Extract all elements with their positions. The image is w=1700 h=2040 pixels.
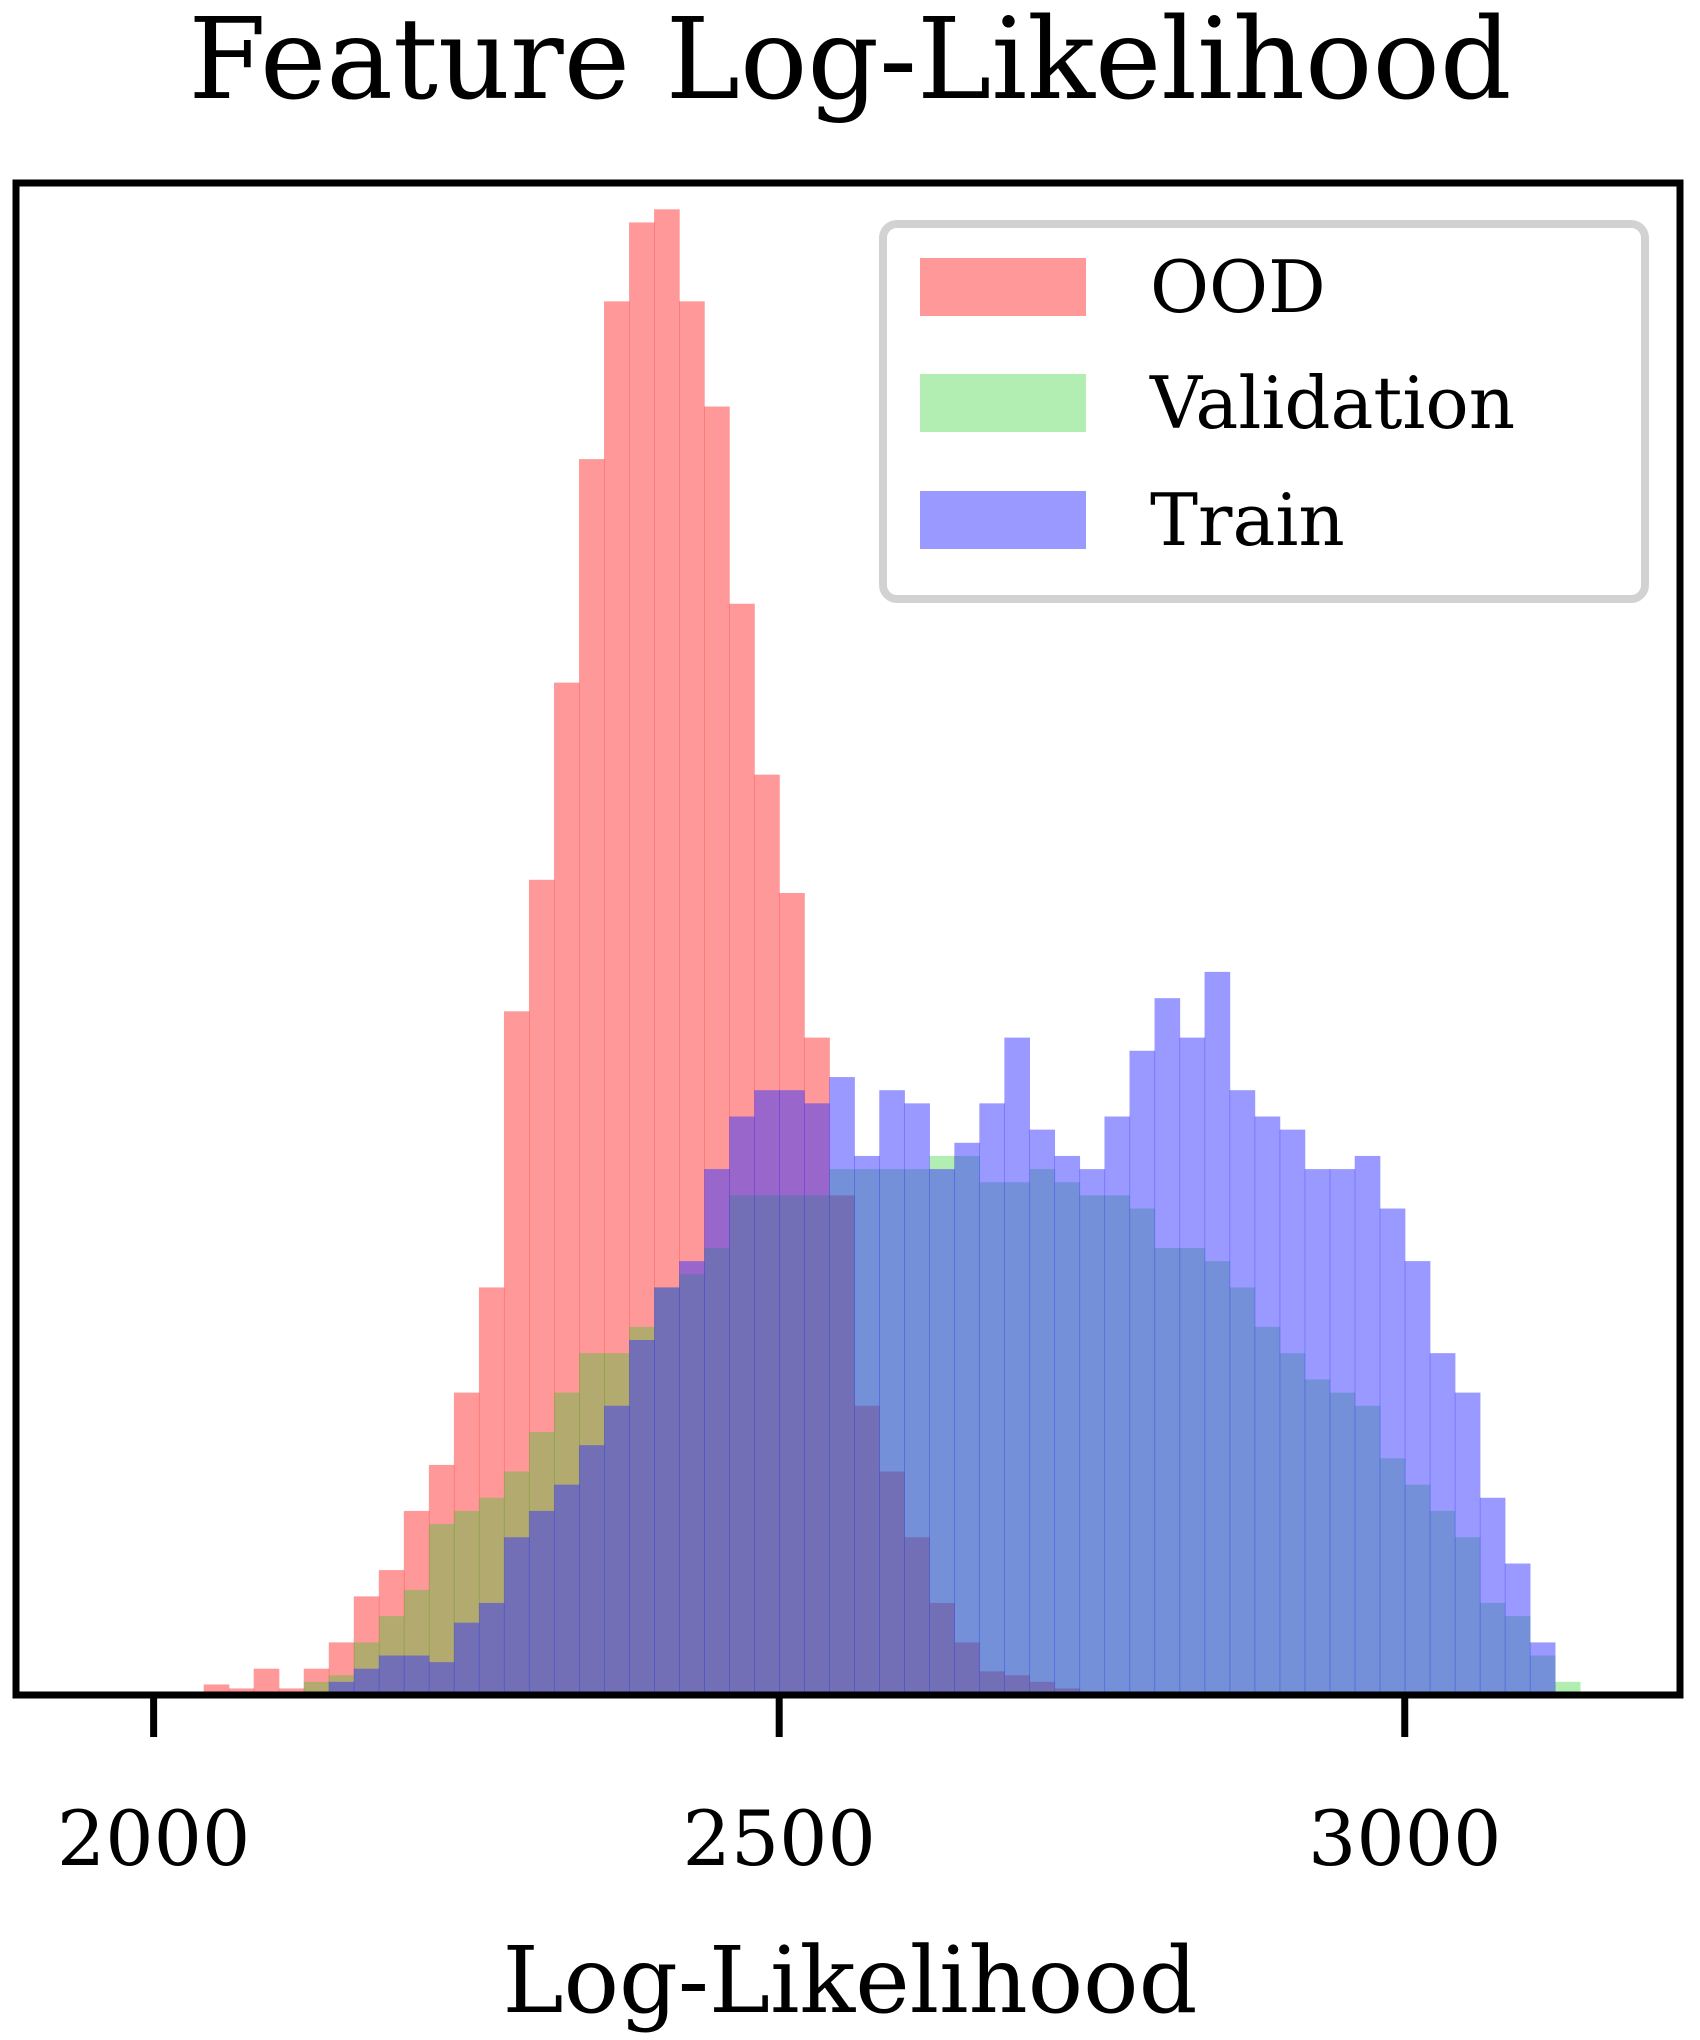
x-axis-label: Log-Likelihood: [503, 1927, 1198, 2034]
legend-swatch-train: [920, 491, 1086, 549]
bar-train: [629, 1340, 655, 1695]
legend-swatch-validation: [920, 374, 1086, 432]
bar-train: [1079, 1169, 1106, 1695]
bar-train: [403, 1655, 430, 1695]
bar-train: [1304, 1169, 1331, 1695]
x-tick-label: 3000: [1308, 1794, 1501, 1883]
plot-frame: [12, 179, 1684, 1699]
bar-ood: [203, 1684, 230, 1695]
bar-train: [1254, 1116, 1281, 1695]
bar-train: [353, 1668, 380, 1695]
bar-train: [604, 1405, 630, 1695]
bar-ood: [428, 1464, 455, 1695]
chart-title: Feature Log-Likelihood: [188, 0, 1511, 125]
bar-train: [804, 1103, 830, 1695]
bar-train: [1404, 1261, 1431, 1695]
bar-train: [503, 1537, 530, 1695]
bar-train: [1229, 1090, 1256, 1695]
bar-train: [1054, 1155, 1081, 1695]
legend-swatch-ood: [920, 258, 1086, 316]
bar-train: [854, 1155, 880, 1695]
bar-train: [1129, 1050, 1156, 1695]
bar-train: [1504, 1563, 1531, 1695]
bar-train: [1354, 1155, 1381, 1695]
legend-label-train: Train: [1150, 478, 1345, 562]
bar-train: [754, 1090, 780, 1695]
bar-train: [579, 1445, 605, 1695]
bar-ood: [253, 1668, 280, 1695]
bar-train: [1179, 1037, 1206, 1695]
bar-train: [553, 1484, 580, 1695]
bar-train: [904, 1103, 930, 1695]
bar-train: [1479, 1497, 1506, 1695]
legend: OOD Validation Train: [879, 220, 1649, 603]
bar-train: [1004, 1037, 1031, 1695]
x-tick-label: 2500: [682, 1794, 875, 1883]
bar-train: [528, 1510, 555, 1695]
bar-train: [378, 1655, 405, 1695]
bar-train: [1204, 971, 1231, 1695]
bar-train: [1529, 1642, 1556, 1695]
legend-entries: OOD Validation Train: [920, 245, 1515, 562]
bar-train: [829, 1077, 855, 1695]
legend-label-ood: OOD: [1150, 245, 1326, 329]
series-train-bars: [328, 971, 1556, 1695]
bar-train: [1329, 1169, 1356, 1695]
bar-train: [654, 1287, 680, 1695]
bar-train: [929, 1169, 955, 1695]
x-axis-ticks: 2000 2500 3000: [57, 1695, 1501, 1883]
x-tick-label: 2000: [57, 1794, 250, 1883]
bar-train: [704, 1169, 730, 1695]
bar-train: [1279, 1129, 1306, 1695]
bar-train: [979, 1103, 1005, 1695]
bar-train: [428, 1662, 455, 1695]
bar-train: [1379, 1208, 1406, 1695]
bar-train: [478, 1602, 505, 1695]
bar-train: [1154, 998, 1181, 1695]
bar-train: [1454, 1392, 1481, 1695]
bar-train: [453, 1622, 480, 1695]
bar-train: [879, 1090, 905, 1695]
legend-label-validation: Validation: [1149, 361, 1515, 445]
bar-train: [1104, 1116, 1131, 1695]
histogram-bars: [203, 209, 1581, 1696]
bar-train: [1029, 1129, 1056, 1695]
bar-train: [679, 1261, 705, 1695]
bar-train: [954, 1142, 980, 1695]
bar-train: [1429, 1353, 1456, 1695]
bar-train: [729, 1116, 755, 1695]
bar-train: [779, 1090, 805, 1695]
bar-ood: [303, 1668, 330, 1695]
